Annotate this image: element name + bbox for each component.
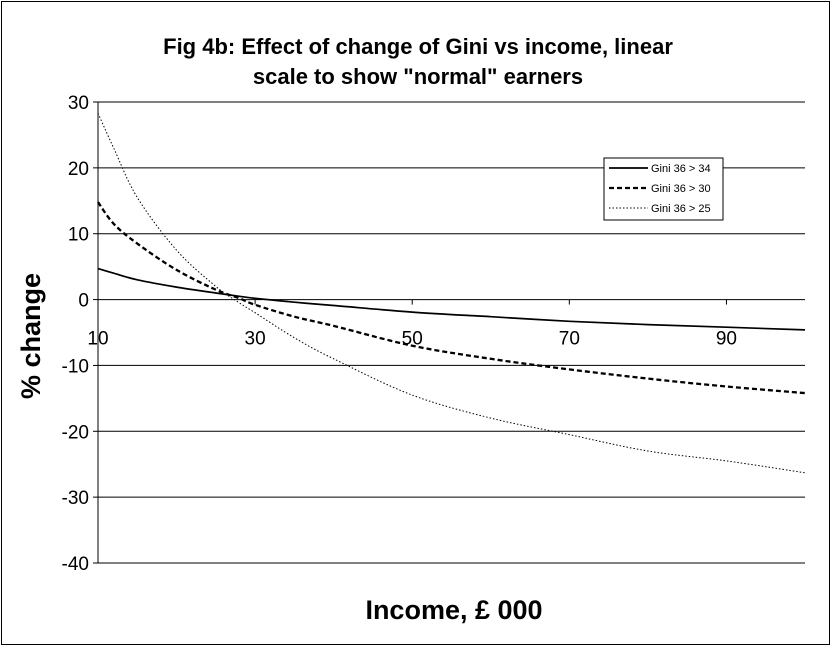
x-axis-title: Income, £ 000 [365, 595, 542, 625]
series-lines [97, 112, 806, 474]
chart-title-line-1: Fig 4b: Effect of change of Gini vs inco… [163, 34, 673, 59]
chart-title-line-2: scale to show "normal" earners [253, 64, 583, 89]
y-axis-title: % change [16, 273, 46, 399]
legend-label-2: Gini 36 > 30 [651, 183, 711, 195]
series-line-3 [97, 112, 806, 474]
y-tick-label: 10 [68, 225, 89, 246]
legend: Gini 36 > 34 Gini 36 > 30 Gini 36 > 25 [603, 157, 724, 221]
y-tick-label: -40 [62, 554, 89, 575]
axes [93, 101, 727, 564]
legend-label-3: Gini 36 > 25 [651, 203, 711, 215]
x-tick-label: 50 [402, 329, 423, 350]
y-tick-label: 30 [68, 93, 89, 114]
legend-items: Gini 36 > 34 Gini 36 > 30 Gini 36 > 25 [609, 163, 711, 215]
series-line-2 [97, 201, 806, 395]
y-tick-labels: 30 20 10 0 -10 -20 -30 -40 [62, 93, 89, 575]
y-tick-label: -30 [62, 488, 89, 509]
x-tick-labels: 10 30 50 70 90 [87, 329, 737, 350]
legend-label-1: Gini 36 > 34 [651, 163, 711, 175]
x-tick-label: 70 [559, 329, 580, 350]
x-tick-label: 30 [245, 329, 266, 350]
x-tick-label: 90 [716, 329, 737, 350]
series-line-1 [97, 267, 806, 331]
y-tick-label: 20 [68, 159, 89, 180]
y-tick-label: -10 [62, 356, 89, 377]
gridlines [98, 101, 805, 564]
x-tick-label: 10 [87, 329, 108, 350]
y-tick-label: -20 [62, 422, 89, 443]
y-tick-label: 0 [78, 291, 89, 312]
